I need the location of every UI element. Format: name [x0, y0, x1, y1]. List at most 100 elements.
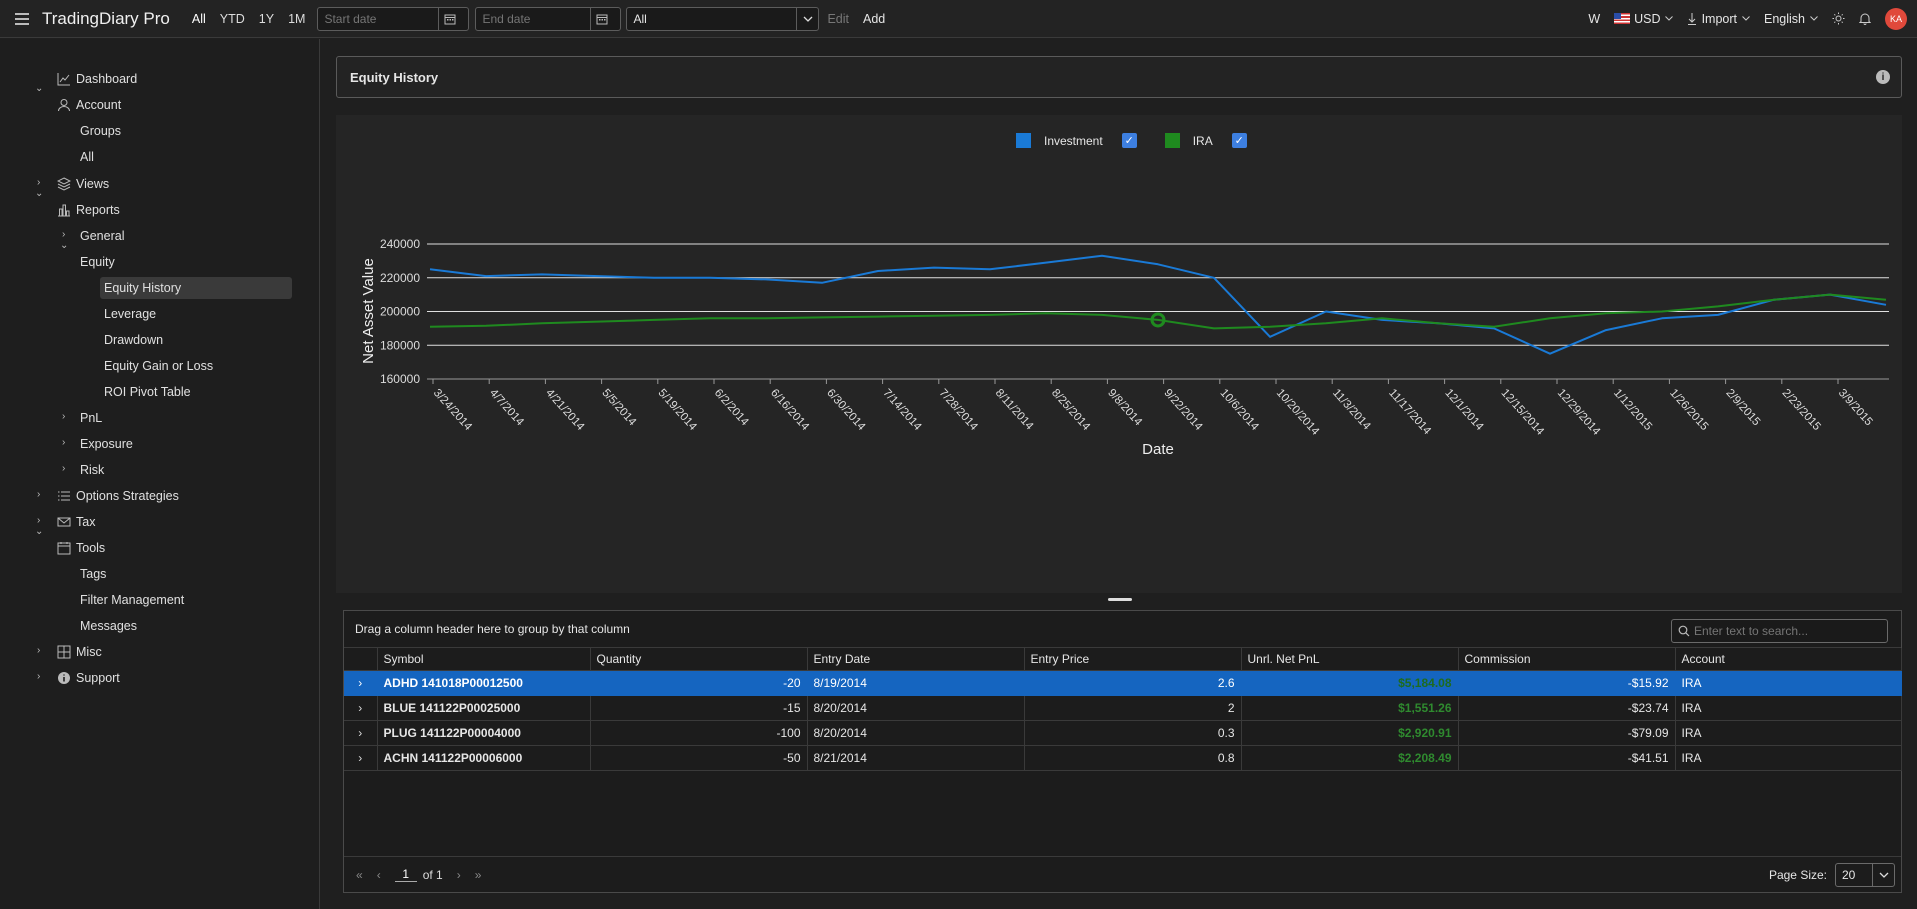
start-date-input[interactable]: [318, 11, 439, 26]
sidebar-item-account[interactable]: Account: [76, 98, 122, 112]
import-menu[interactable]: Import: [1687, 12, 1750, 26]
column-header-entry-date[interactable]: Entry Date: [807, 648, 1025, 671]
column-header-entry-price[interactable]: Entry Price: [1024, 648, 1242, 671]
legend-item-ira[interactable]: IRA ✓: [1164, 133, 1247, 148]
sidebar-item-views[interactable]: Views: [76, 177, 110, 191]
column-header-symbol[interactable]: Symbol: [377, 648, 591, 671]
next-page-icon[interactable]: ›: [456, 867, 461, 882]
group-panel[interactable]: Drag a column header here to group by th…: [344, 611, 1901, 648]
y-tick-label: 200000: [380, 305, 420, 319]
expand-row-icon[interactable]: ›: [344, 720, 378, 746]
column-header-account[interactable]: Account: [1675, 648, 1902, 671]
prev-page-icon[interactable]: ‹: [376, 867, 381, 882]
chevron-right-icon[interactable]: ›: [62, 411, 66, 422]
sidebar-item-drawdown[interactable]: Drawdown: [104, 333, 164, 347]
sidebar-item-equity-gain-loss[interactable]: Equity Gain or Loss: [104, 359, 214, 373]
range-1y-button[interactable]: 1Y: [258, 11, 275, 26]
end-date-input[interactable]: [476, 11, 591, 26]
expand-row-icon[interactable]: ›: [344, 670, 378, 696]
page-number-input[interactable]: 1: [394, 867, 417, 882]
sidebar-item-reports[interactable]: Reports: [76, 203, 120, 217]
end-date-field: [475, 6, 622, 31]
search-input[interactable]: [1694, 624, 1874, 638]
sidebar-item-tax[interactable]: Tax: [76, 515, 96, 529]
calendar-icon: [57, 542, 71, 555]
us-flag-icon: [1614, 13, 1631, 24]
page-size-select[interactable]: 20: [1835, 863, 1895, 887]
chevron-right-icon[interactable]: ›: [37, 515, 41, 526]
chart-legend: Investment ✓ IRA ✓: [1016, 133, 1265, 148]
last-page-icon[interactable]: »: [474, 867, 482, 882]
column-header-unrl-net-pnl[interactable]: Unrl. Net PnL: [1241, 648, 1459, 671]
expand-row-icon[interactable]: ›: [344, 695, 378, 721]
sidebar-item-messages[interactable]: Messages: [80, 619, 137, 633]
resize-handle[interactable]: [1108, 598, 1132, 601]
chevron-down-icon[interactable]: ⌄: [60, 240, 69, 251]
first-page-icon[interactable]: «: [356, 867, 363, 882]
legend-checbox[interactable]: ✓: [1231, 133, 1247, 148]
column-header-quantity[interactable]: Quantity: [590, 648, 808, 671]
table-row[interactable]: › PLUG 141122P00004000 -100 8/20/2014 0.…: [344, 720, 1902, 746]
sidebar-item-tools[interactable]: Tools: [76, 541, 106, 555]
x-tick-label: 3/24/2014: [431, 387, 475, 433]
chevron-right-icon[interactable]: ›: [37, 671, 41, 682]
info-icon[interactable]: i: [1876, 70, 1890, 84]
x-axis-title: Date: [1142, 441, 1174, 458]
chevron-right-icon[interactable]: ›: [37, 645, 41, 656]
sidebar-item-groups[interactable]: Groups: [80, 124, 121, 138]
chevron-right-icon[interactable]: ›: [62, 437, 66, 448]
sidebar-item-equity[interactable]: Equity: [80, 255, 115, 269]
sidebar-item-pnl[interactable]: PnL: [80, 411, 103, 425]
range-all-button[interactable]: All: [191, 11, 206, 26]
chevron-down-icon[interactable]: ⌄: [35, 83, 44, 94]
chevron-right-icon[interactable]: ›: [37, 177, 41, 188]
menu-icon[interactable]: [15, 12, 29, 25]
edit-button[interactable]: Edit: [827, 11, 849, 26]
language-label: English: [1764, 11, 1805, 26]
currency-selector[interactable]: USD: [1614, 12, 1673, 26]
page-count-label: of 1: [422, 867, 443, 882]
w-button[interactable]: W: [1588, 11, 1601, 26]
sidebar-item-filter-management[interactable]: Filter Management: [80, 593, 185, 607]
range-1m-button[interactable]: 1M: [288, 11, 306, 26]
sidebar-item-risk[interactable]: Risk: [80, 463, 105, 477]
bell-icon[interactable]: [1859, 12, 1871, 25]
chevron-down-icon[interactable]: ⌄: [35, 188, 44, 199]
sidebar-item-all[interactable]: All: [80, 150, 94, 164]
y-axis-title: Net Asset Value: [360, 258, 377, 364]
sidebar-item-equity-history[interactable]: Equity History: [100, 277, 292, 299]
chevron-right-icon[interactable]: ›: [37, 489, 41, 500]
table-row[interactable]: › ADHD 141018P00012500 -20 8/19/2014 2.6…: [344, 670, 1902, 696]
avatar[interactable]: KA: [1885, 7, 1907, 30]
language-menu[interactable]: English: [1764, 12, 1818, 26]
calendar-icon[interactable]: [590, 7, 612, 30]
sidebar-item-support[interactable]: Support: [76, 671, 120, 685]
sidebar-item-roi-pivot[interactable]: ROI Pivot Table: [104, 385, 191, 399]
x-tick-label: 2/9/2015: [1723, 387, 1762, 428]
sidebar-item-options-strategies[interactable]: Options Strategies: [76, 489, 179, 503]
chevron-right-icon[interactable]: ›: [62, 229, 66, 240]
legend-checkbox[interactable]: ✓: [1121, 133, 1137, 148]
sidebar-item-misc[interactable]: Misc: [76, 645, 102, 659]
add-button[interactable]: Add: [862, 11, 886, 26]
sidebar-item-general[interactable]: General: [80, 229, 125, 243]
sidebar-item-exposure[interactable]: Exposure: [80, 437, 133, 451]
table-row[interactable]: › ACHN 141122P00006000 -50 8/21/2014 0.8…: [344, 745, 1902, 771]
sidebar-item-dashboard[interactable]: Dashboard: [76, 72, 138, 86]
range-ytd-button[interactable]: YTD: [219, 11, 245, 26]
account-select[interactable]: All: [626, 6, 820, 31]
x-tick-label: 2/23/2015: [1780, 387, 1823, 433]
calendar-icon[interactable]: [438, 7, 460, 30]
column-header-commission[interactable]: Commission: [1458, 648, 1676, 671]
expand-row-icon[interactable]: ›: [344, 745, 378, 771]
chevron-right-icon[interactable]: ›: [62, 463, 66, 474]
sidebar-item-tags[interactable]: Tags: [80, 567, 107, 581]
table-row[interactable]: › BLUE 141122P00025000 -15 8/20/2014 2 $…: [344, 695, 1902, 721]
chevron-down-icon[interactable]: ⌄: [35, 526, 44, 537]
legend-item-investment[interactable]: Investment ✓: [1016, 133, 1137, 148]
chevron-down-icon[interactable]: [796, 7, 818, 30]
chevron-down-icon[interactable]: [1872, 864, 1894, 886]
x-tick-label: 10/20/2014: [1274, 387, 1322, 438]
theme-sun-icon[interactable]: [1832, 12, 1845, 25]
sidebar-item-leverage[interactable]: Leverage: [104, 307, 157, 321]
